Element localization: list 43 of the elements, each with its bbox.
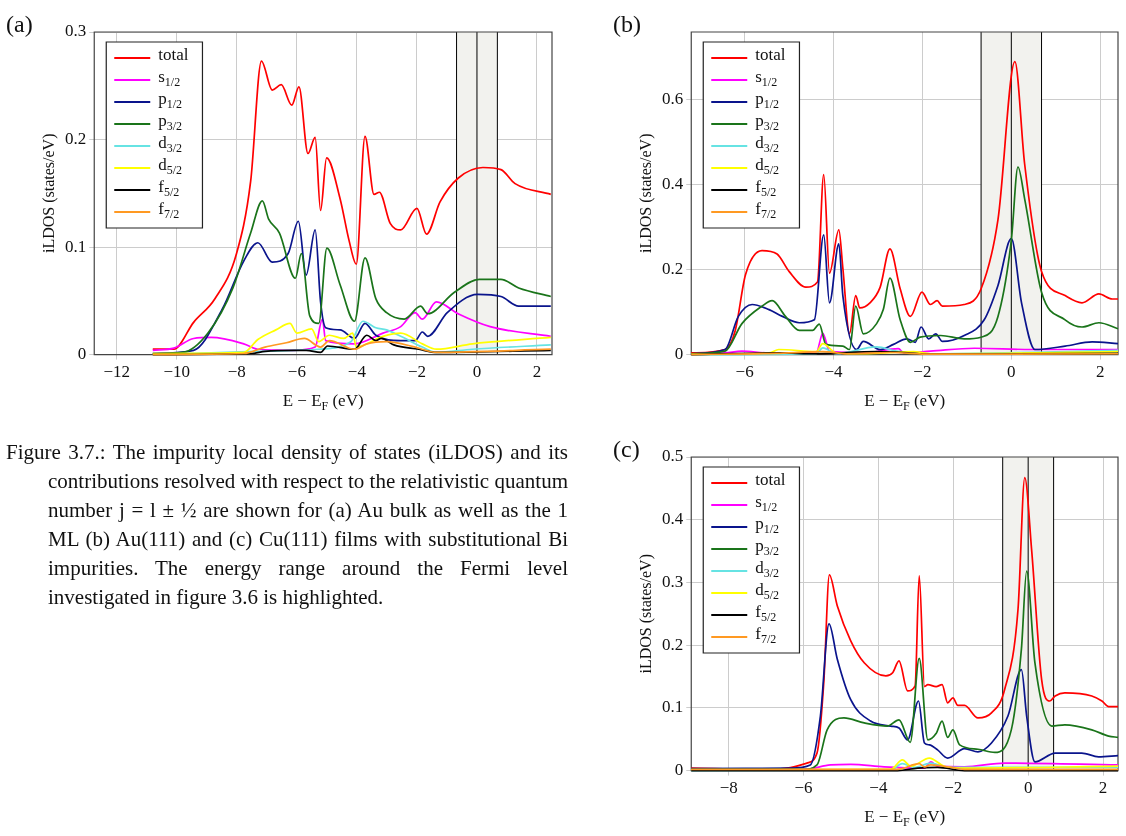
y-tick-label: 0.6 bbox=[662, 89, 684, 109]
y-tick-label: 0.2 bbox=[65, 129, 87, 148]
x-tick-label: −8 bbox=[227, 362, 246, 382]
x-tick-label: −12 bbox=[103, 362, 131, 382]
y-tick-label: 0.2 bbox=[662, 634, 684, 654]
x-tick-label: −4 bbox=[347, 362, 367, 382]
chart-title: (b) bbox=[613, 11, 641, 38]
x-tick-label: 2 bbox=[1098, 778, 1108, 798]
x-tick-label: −2 bbox=[913, 362, 932, 382]
x-tick-label: 0 bbox=[1023, 778, 1033, 798]
x-tick-label: −2 bbox=[944, 778, 963, 798]
y-tick-label: 0.1 bbox=[662, 697, 684, 717]
y-tick-label: 0 bbox=[77, 344, 87, 364]
x-tick-label: 0 bbox=[472, 362, 482, 382]
y-axis-title: iLDOS (states/eV) bbox=[637, 554, 656, 674]
x-tick-label: −4 bbox=[869, 778, 888, 798]
x-tick-label: −4 bbox=[824, 362, 844, 382]
y-tick-label: 0.5 bbox=[662, 446, 684, 466]
y-tick-label: 0 bbox=[674, 760, 684, 780]
x-tick-label: −8 bbox=[719, 778, 738, 798]
y-tick-label: 0.3 bbox=[662, 571, 684, 591]
x-tick-label: 2 bbox=[1095, 362, 1105, 382]
x-tick-label: −2 bbox=[407, 362, 426, 382]
y-tick-label: 0.4 bbox=[662, 174, 684, 194]
chart-title: (c) bbox=[613, 436, 640, 463]
x-tick-label: 0 bbox=[1007, 362, 1016, 382]
y-tick-label: 0 bbox=[674, 344, 684, 364]
y-tick-label: 0.2 bbox=[662, 259, 684, 279]
legend-label: total bbox=[755, 470, 786, 490]
x-tick-label: −6 bbox=[735, 362, 754, 382]
x-tick-label: −6 bbox=[287, 362, 306, 382]
y-tick-label: 0.1 bbox=[65, 236, 87, 256]
y-axis-title: iLDOS (states/eV) bbox=[40, 133, 59, 254]
y-tick-label: 0.4 bbox=[662, 509, 684, 529]
y-axis-title: iLDOS (states/eV) bbox=[637, 133, 656, 254]
legend-label: total bbox=[755, 45, 786, 65]
y-tick-label: 0.3 bbox=[65, 21, 87, 41]
caption: Figure 3.7.: The impurity local density of states (iLDOS) and its contributions resolved with respect to the relativistic quantum number j = l ± ½ are shown for (a) Au bulk as well as the 1 ML (b) Au(111) and (c) Cu(111) films with substitutional Bi impurities. The energy range around the Fermi level investigated in figure 3.6 is highlighted. bbox=[6, 439, 568, 611]
legend-label: total bbox=[158, 45, 189, 65]
x-tick-label: −10 bbox=[163, 362, 191, 382]
chart-title: (a) bbox=[6, 11, 33, 38]
x-tick-label: 2 bbox=[532, 362, 542, 382]
x-tick-label: −6 bbox=[794, 778, 813, 798]
